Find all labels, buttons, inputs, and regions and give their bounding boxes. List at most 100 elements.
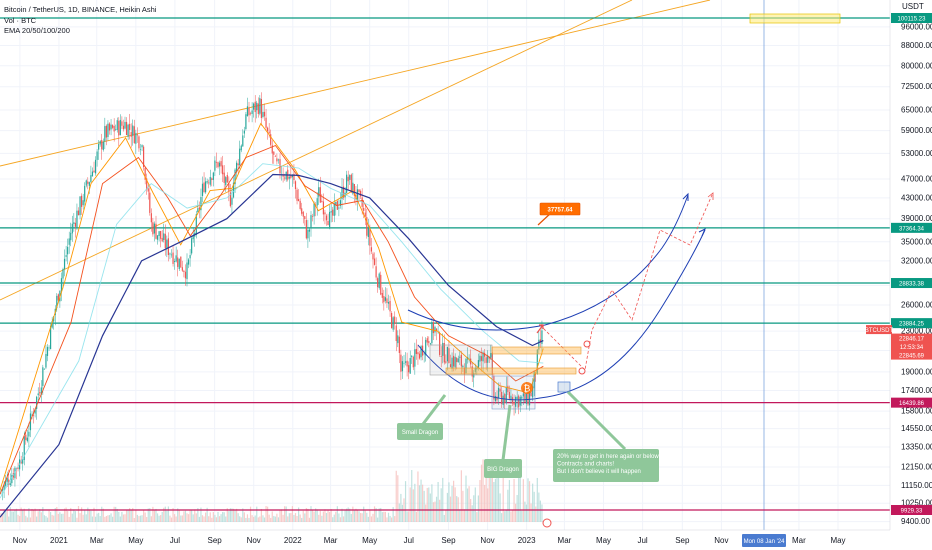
- volume-bar: [257, 517, 259, 522]
- volume-bar: [480, 464, 483, 522]
- volume-bar: [518, 471, 520, 522]
- candle-body: [417, 352, 419, 355]
- volume-bar: [296, 515, 298, 522]
- candle-body: [68, 238, 70, 245]
- candle-body: [375, 266, 377, 278]
- volume-bar: [50, 512, 52, 522]
- volume-bar: [59, 512, 61, 522]
- candle-body: [352, 182, 354, 194]
- price-badge-label: 22845.69: [899, 353, 925, 359]
- candle-body: [349, 175, 351, 180]
- volume-bar: [521, 510, 523, 522]
- candle-body: [465, 358, 467, 374]
- volume-bar: [203, 516, 205, 522]
- volume-bar: [298, 507, 300, 522]
- level-badge-label: 16439.86: [899, 401, 925, 407]
- volume-bar: [3, 509, 5, 522]
- candle-body: [28, 431, 30, 437]
- volume-bar: [445, 509, 447, 522]
- candle-body: [294, 181, 297, 190]
- candle-body: [414, 349, 416, 367]
- volume-bar: [341, 508, 343, 522]
- volume-bar: [85, 514, 87, 522]
- candle-body: [491, 352, 493, 375]
- volume-bar: [205, 512, 207, 522]
- volume-bar: [101, 506, 103, 522]
- ema-line-ema100: [0, 163, 544, 499]
- volume-bar: [400, 493, 402, 522]
- candle-body: [501, 391, 503, 404]
- volume-bar: [5, 510, 7, 522]
- x-tick-label: May: [362, 536, 377, 545]
- volume-bar: [484, 484, 486, 522]
- volume-bar: [94, 516, 97, 522]
- candle-body: [152, 222, 154, 235]
- symbol-title[interactable]: Bitcoin / TetherUS, 1D, BINANCE, Heikin …: [4, 5, 157, 14]
- candle-body: [536, 349, 538, 375]
- volume-bar: [479, 480, 481, 522]
- candle-body: [411, 355, 413, 358]
- volume-bar: [71, 513, 73, 522]
- y-tick-label: 80000.00: [901, 61, 932, 70]
- volume-bar: [360, 512, 362, 522]
- candle-body: [463, 367, 466, 375]
- candle-body: [342, 186, 345, 198]
- volume-bar: [327, 509, 329, 522]
- candle-body: [267, 127, 269, 132]
- candle-body: [14, 467, 16, 479]
- volume-bar: [129, 508, 131, 522]
- volume-bar: [163, 507, 165, 522]
- candle-body: [232, 182, 235, 198]
- volume-bar: [342, 516, 345, 522]
- x-tick-label: Nov: [480, 536, 494, 545]
- volume-bar: [121, 511, 123, 522]
- candle-body: [268, 131, 270, 134]
- volume-bar: [319, 510, 321, 522]
- volume-bar: [349, 508, 351, 522]
- volume-bar: [532, 483, 534, 522]
- time-axis[interactable]: Nov 2021 Mar May Jul Sep Nov 2022 Mar May Jul Sep No…: [13, 536, 846, 545]
- volume-bar: [54, 508, 56, 522]
- candle-body: [263, 111, 266, 117]
- candle-body: [333, 203, 335, 216]
- volume-bar: [256, 506, 258, 522]
- volume-bar: [508, 480, 510, 522]
- candle-body: [189, 255, 191, 259]
- candle-body: [378, 273, 380, 289]
- volume-bar: [448, 482, 450, 522]
- volume-bar: [539, 500, 541, 522]
- candle-body: [307, 229, 309, 239]
- volume-bar: [132, 507, 134, 522]
- candle-body: [132, 125, 134, 136]
- volume-bar: [437, 482, 439, 522]
- candle-body: [380, 274, 382, 295]
- volume-bar: [301, 517, 303, 522]
- candle-body: [77, 210, 80, 216]
- ema-legend[interactable]: EMA 20/50/100/200: [4, 26, 70, 35]
- candle-body: [94, 159, 97, 174]
- volume-bar: [26, 517, 28, 522]
- candle-body: [511, 397, 514, 404]
- candle-body: [231, 197, 233, 205]
- volume-bar: [56, 506, 58, 522]
- volume-bar: [510, 511, 512, 522]
- candle-body: [409, 358, 411, 374]
- volume-bar: [339, 517, 342, 522]
- volume-bar: [36, 516, 38, 522]
- volume-bar: [243, 512, 245, 522]
- y-tick-label: 35000.00: [901, 237, 932, 246]
- candle-body: [391, 313, 393, 329]
- volume-bar: [200, 507, 202, 522]
- volume-legend[interactable]: Vol · BTC: [4, 16, 37, 25]
- candle-body: [372, 253, 374, 260]
- candle-body: [332, 209, 334, 216]
- volume-bar: [208, 516, 210, 522]
- volume-bar: [12, 511, 14, 522]
- candle-body: [57, 294, 59, 301]
- volume-bar: [276, 513, 278, 522]
- volume-bar: [139, 515, 142, 522]
- volume-bar: [248, 517, 250, 522]
- price-axis-background: [890, 0, 932, 550]
- volume-bar: [488, 474, 490, 522]
- volume-bar: [313, 511, 315, 522]
